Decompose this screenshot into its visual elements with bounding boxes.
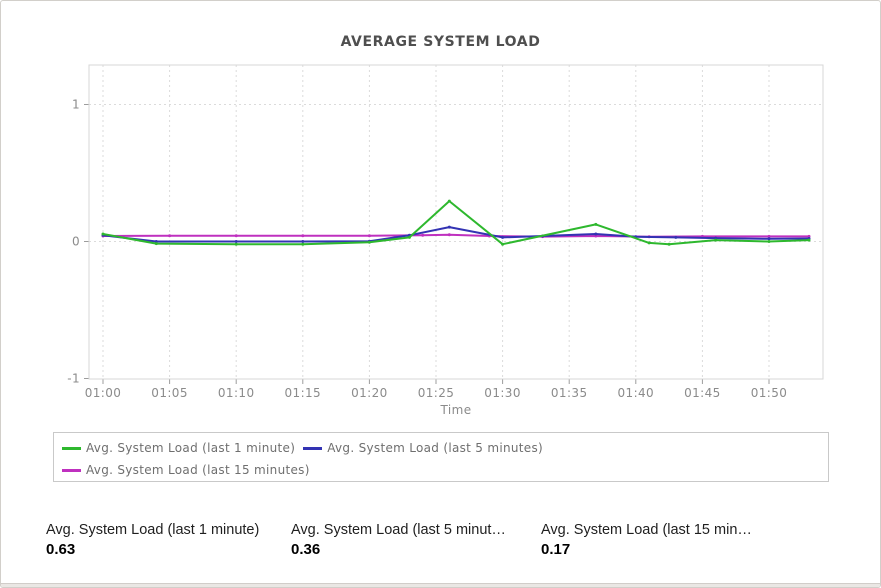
stats-row: Avg. System Load (last 1 minute) 0.63 Avg.… [46, 522, 856, 568]
chart-legend: Avg. System Load (last 1 minute) Avg. Sys… [53, 432, 829, 482]
stat-value: 0.36 [291, 541, 321, 558]
bottom-strip [1, 583, 880, 587]
svg-text:01:30: 01:30 [484, 386, 521, 400]
stat-value: 0.17 [541, 541, 571, 558]
legend-row: Avg. System Load (last 15 minutes) [62, 459, 820, 481]
stat-value: 0.63 [46, 541, 76, 558]
legend-item: Avg. System Load (last 5 minutes) [303, 441, 543, 455]
stat-item: Avg. System Load (last 15 min… 0.17 [541, 522, 779, 558]
svg-text:01:15: 01:15 [285, 386, 322, 400]
legend-swatch-icon [303, 446, 323, 450]
stat-item: Avg. System Load (last 1 minute) 0.63 [46, 522, 284, 558]
stat-item: Avg. System Load (last 5 minut… 0.36 [291, 522, 529, 558]
stat-label: Avg. System Load (last 5 minut… [291, 522, 506, 538]
svg-text:01:05: 01:05 [151, 386, 188, 400]
svg-text:01:40: 01:40 [618, 386, 655, 400]
svg-text:01:35: 01:35 [551, 386, 588, 400]
svg-text:01:20: 01:20 [351, 386, 388, 400]
stat-label: Avg. System Load (last 1 minute) [46, 522, 260, 538]
system-load-chart: 01:00 01:05 01:10 01:15 01:20 01:25 01:30 01:35… [67, 64, 824, 417]
svg-text:1: 1 [72, 98, 80, 112]
legend-swatch-icon [62, 446, 81, 450]
chart-title: AVERAGE SYSTEM LOAD [340, 34, 541, 50]
svg-text:01:50: 01:50 [751, 386, 788, 400]
svg-text:01:10: 01:10 [218, 386, 255, 400]
legend-label: Avg. System Load (last 15 minutes) [86, 463, 310, 477]
legend-item: Avg. System Load (last 15 minutes) [62, 463, 310, 477]
svg-text:-1: -1 [67, 372, 80, 386]
legend-swatch-icon [62, 468, 81, 472]
legend-item: Avg. System Load (last 1 minute) [62, 441, 295, 455]
legend-label: Avg. System Load (last 1 minute) [86, 441, 296, 455]
svg-text:0: 0 [72, 235, 80, 249]
stat-label: Avg. System Load (last 15 min… [541, 522, 752, 538]
svg-text:01:25: 01:25 [418, 386, 455, 400]
svg-text:01:00: 01:00 [85, 386, 122, 400]
svg-text:01:45: 01:45 [684, 386, 721, 400]
legend-row: Avg. System Load (last 1 minute) Avg. Sys… [62, 437, 820, 459]
svg-text:Time: Time [440, 403, 472, 417]
legend-label: Avg. System Load (last 5 minutes) [327, 441, 543, 455]
